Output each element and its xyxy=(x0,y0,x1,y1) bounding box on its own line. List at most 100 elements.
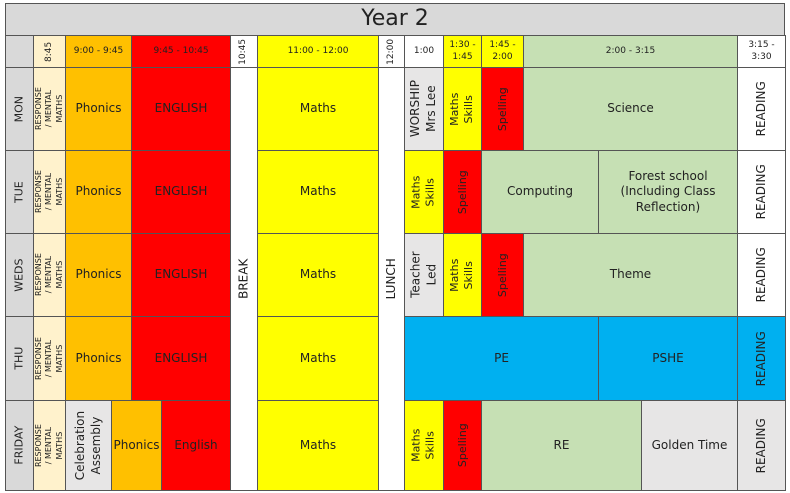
cell-text: Phonics xyxy=(113,437,160,452)
cell: 1:00 xyxy=(404,35,444,68)
title-cell: Year 2 xyxy=(5,3,785,36)
cell-text: ENGLISH xyxy=(154,267,208,282)
cell-text: Science xyxy=(607,101,654,116)
cell-text: ENGLISH xyxy=(154,350,208,365)
cell: Computing xyxy=(481,150,599,234)
cell: Maths Skills xyxy=(443,67,482,151)
cell: Maths xyxy=(257,316,379,401)
cell: Forest school (Including Class Reflectio… xyxy=(598,150,738,234)
cell-text: Phonics xyxy=(75,267,122,282)
cell-text: RESPONSE / MENTAL MATHS xyxy=(33,87,64,131)
cell: Maths Skills xyxy=(404,150,444,234)
cell: Spelling xyxy=(481,67,524,151)
cell-text: Maths xyxy=(299,267,337,282)
cell: PSHE xyxy=(598,316,738,401)
cell-text: RE xyxy=(553,437,570,452)
cell-text: READING xyxy=(753,247,768,303)
cell-text: Spelling xyxy=(495,253,509,297)
cell-text: Maths Skills xyxy=(448,258,476,292)
cell-text: 3:15 - 3:30 xyxy=(748,39,775,62)
cell-text: Maths Skills xyxy=(409,175,437,209)
cell: FRIDAY xyxy=(5,400,34,491)
cell: Phonics xyxy=(111,400,162,491)
cell-text: Celebration Assembly xyxy=(72,410,103,481)
cell-text: 10:45 xyxy=(238,38,249,65)
cell-text: Maths xyxy=(299,437,337,452)
cell: RE xyxy=(481,400,642,491)
cell-text: Maths xyxy=(299,350,337,365)
cell-text: 2:00 - 3:15 xyxy=(605,45,656,56)
cell-text: Phonics xyxy=(75,350,122,365)
corner xyxy=(5,35,34,68)
cell: Golden Time xyxy=(641,400,738,491)
cell: READING xyxy=(737,316,786,401)
cell-text: Maths Skills xyxy=(409,428,437,463)
cell-text: Spelling xyxy=(455,170,469,214)
cell-text: 1:45 - 2:00 xyxy=(489,39,516,62)
cell-text: 8:45 xyxy=(43,41,54,62)
cell: 12:00 xyxy=(378,35,405,68)
cell: Spelling xyxy=(481,233,524,317)
cell: THU xyxy=(5,316,34,401)
cell: 2:00 - 3:15 xyxy=(523,35,738,68)
cell-text: Spelling xyxy=(455,423,469,468)
cell-text: Forest school (Including Class Reflectio… xyxy=(620,168,716,214)
cell: Phonics xyxy=(65,316,132,401)
cell-text: Maths Skills xyxy=(448,92,476,126)
cell-text: Teacher Led xyxy=(408,251,439,299)
cell-text: Spelling xyxy=(495,87,509,131)
cell-text: READING xyxy=(753,164,768,220)
cell: MON xyxy=(5,67,34,151)
cell: WORSHIP Mrs Lee xyxy=(404,67,444,151)
cell: 10:45 xyxy=(230,35,258,68)
cell-text: 12:00 xyxy=(385,38,396,65)
cell-text: Golden Time xyxy=(651,437,728,452)
cell: Maths xyxy=(257,150,379,234)
cell-text: RESPONSE / MENTAL MATHS xyxy=(33,253,64,297)
cell: Theme xyxy=(523,233,738,317)
cell: Maths Skills xyxy=(404,400,444,491)
title: Year 2 xyxy=(361,6,429,32)
cell: READING xyxy=(737,400,786,491)
cell: Phonics xyxy=(65,150,132,234)
cell: Phonics xyxy=(65,67,132,151)
cell: RESPONSE / MENTAL MATHS xyxy=(33,316,66,401)
cell-text: READING xyxy=(753,417,768,474)
cell-text: RESPONSE / MENTAL MATHS xyxy=(33,337,64,380)
cell: Maths xyxy=(257,233,379,317)
cell: READING xyxy=(737,67,786,151)
cell: READING xyxy=(737,150,786,234)
cell: Science xyxy=(523,67,738,151)
cell-text: Maths xyxy=(299,101,337,116)
cell: WEDS xyxy=(5,233,34,317)
cell-text: FRIDAY xyxy=(12,426,26,465)
cell: BREAK xyxy=(230,67,258,491)
cell-text: English xyxy=(174,437,218,452)
cell: TUE xyxy=(5,150,34,234)
cell-text: 9:00 - 9:45 xyxy=(73,45,124,56)
cell: ENGLISH xyxy=(131,150,231,234)
cell-text: READING xyxy=(753,81,768,137)
cell: READING xyxy=(737,233,786,317)
cell: PE xyxy=(404,316,599,401)
cell: Maths xyxy=(257,67,379,151)
cell-text: LUNCH xyxy=(383,258,398,300)
cell-text: THU xyxy=(12,346,26,371)
cell-text: TUE xyxy=(12,181,26,203)
cell-text: Theme xyxy=(609,267,652,282)
cell: RESPONSE / MENTAL MATHS xyxy=(33,150,66,234)
cell-text: Maths xyxy=(299,184,337,199)
cell-text: 9:45 - 10:45 xyxy=(153,45,209,56)
cell-text: Phonics xyxy=(75,101,122,116)
cell: Phonics xyxy=(65,233,132,317)
cell: 9:45 - 10:45 xyxy=(131,35,231,68)
cell: RESPONSE / MENTAL MATHS xyxy=(33,400,66,491)
cell-text: BREAK xyxy=(236,258,251,300)
cell: RESPONSE / MENTAL MATHS xyxy=(33,67,66,151)
cell-text: WEDS xyxy=(12,258,26,292)
cell-text: 1:30 - 1:45 xyxy=(449,39,476,62)
cell: 8:45 xyxy=(33,35,66,68)
cell: Teacher Led xyxy=(404,233,444,317)
cell-text: ENGLISH xyxy=(154,184,208,199)
cell-text: PSHE xyxy=(652,350,684,365)
